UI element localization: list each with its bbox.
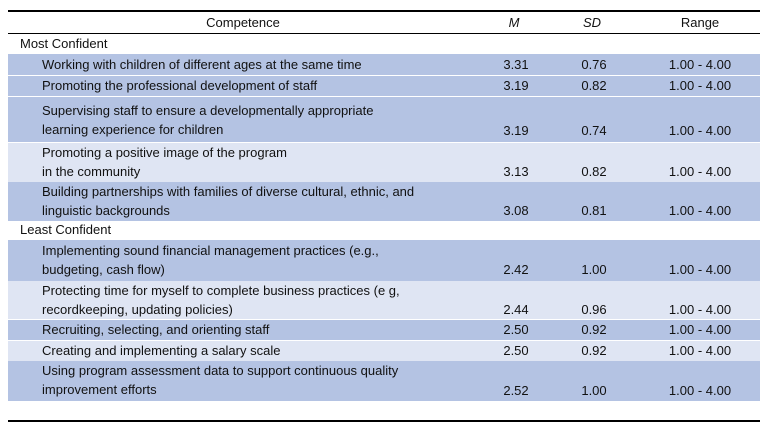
- mean-cell: 3.31: [503, 57, 529, 72]
- range-cell: 1.00 - 4.00: [668, 123, 732, 138]
- competence-cell: Promoting the professional development o…: [42, 78, 318, 93]
- table-row: Working with children of different ages …: [8, 54, 760, 75]
- sd-cell: 0.92: [581, 322, 607, 337]
- range-cell: 1.00 - 4.00: [668, 78, 732, 93]
- section-least-confident: Least Confident: [20, 222, 112, 237]
- sd-cell: 0.76: [581, 57, 607, 72]
- competence-cell: Working with children of different ages …: [42, 57, 362, 72]
- table-row: Protecting time for myself to complete b…: [8, 281, 760, 319]
- table-top-rule: [8, 10, 760, 12]
- sd-cell: 0.82: [581, 78, 607, 93]
- sd-cell: 0.92: [581, 343, 607, 358]
- sd-cell: 1.00: [581, 383, 607, 398]
- table-row: Recruiting, selecting, and orienting sta…: [8, 320, 760, 340]
- table-row: Implementing sound financial management …: [8, 240, 760, 281]
- mean-cell: 2.42: [503, 262, 529, 277]
- table-row: Building partnerships with families of d…: [8, 182, 760, 221]
- range-cell: 1.00 - 4.00: [668, 262, 732, 277]
- table-row: Using program assessment data to support…: [8, 361, 760, 401]
- range-cell: 1.00 - 4.00: [668, 302, 732, 317]
- competence-cell: Recruiting, selecting, and orienting sta…: [42, 322, 270, 337]
- competence-cell: Protecting time for myself to complete b…: [42, 283, 400, 317]
- sd-cell: 0.74: [581, 123, 607, 138]
- table-row: Creating and implementing a salary scale…: [8, 341, 760, 361]
- competence-cell: Implementing sound financial management …: [42, 243, 379, 277]
- competence-cell: Using program assessment data to support…: [42, 363, 399, 397]
- header-rule: [8, 33, 760, 34]
- mean-cell: 2.52: [503, 383, 529, 398]
- section-most-confident: Most Confident: [20, 36, 108, 51]
- range-cell: 1.00 - 4.00: [668, 322, 732, 337]
- header-range: Range: [680, 15, 720, 30]
- range-cell: 1.00 - 4.00: [668, 164, 732, 179]
- mean-cell: 3.19: [503, 78, 529, 93]
- competence-cell: Supervising staff to ensure a developmen…: [42, 103, 374, 137]
- table-row: Supervising staff to ensure a developmen…: [8, 97, 760, 142]
- competence-cell: Creating and implementing a salary scale: [42, 343, 281, 358]
- sd-cell: 0.82: [581, 164, 607, 179]
- range-cell: 1.00 - 4.00: [668, 57, 732, 72]
- mean-cell: 3.08: [503, 203, 529, 218]
- range-cell: 1.00 - 4.00: [668, 203, 732, 218]
- mean-cell: 2.44: [503, 302, 529, 317]
- mean-cell: 2.50: [503, 322, 529, 337]
- table-row: Promoting the professional development o…: [8, 76, 760, 96]
- sd-cell: 0.96: [581, 302, 607, 317]
- header-competence: Competence: [206, 15, 280, 30]
- range-cell: 1.00 - 4.00: [668, 343, 732, 358]
- mean-cell: 3.13: [503, 164, 529, 179]
- competence-cell: Building partnerships with families of d…: [42, 184, 415, 218]
- range-cell: 1.00 - 4.00: [668, 383, 732, 398]
- header-mean: M: [508, 15, 520, 30]
- header-sd: SD: [582, 15, 602, 30]
- mean-cell: 3.19: [503, 123, 529, 138]
- table-row: Promoting a positive image of the progra…: [8, 143, 760, 182]
- sd-cell: 0.81: [581, 203, 607, 218]
- mean-cell: 2.50: [503, 343, 529, 358]
- competence-cell: Promoting a positive image of the progra…: [42, 145, 287, 179]
- sd-cell: 1.00: [581, 262, 607, 277]
- table-bottom-rule: [8, 420, 760, 422]
